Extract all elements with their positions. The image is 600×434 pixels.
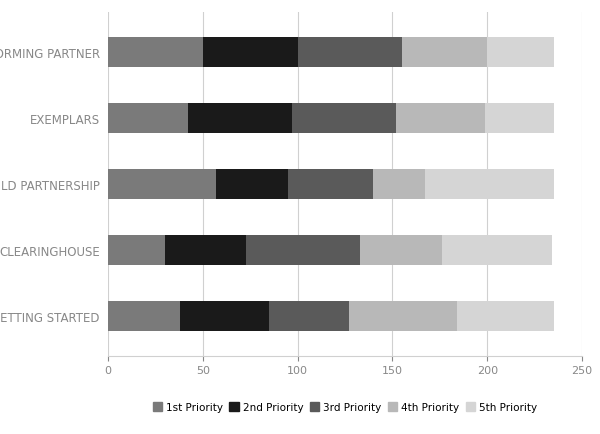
Bar <box>216 170 288 199</box>
Bar <box>487 38 554 67</box>
Bar <box>298 38 402 67</box>
Bar <box>180 302 269 331</box>
Bar <box>247 236 360 265</box>
Bar <box>360 236 442 265</box>
Legend: 1st Priority, 2nd Priority, 3rd Priority, 4th Priority, 5th Priority: 1st Priority, 2nd Priority, 3rd Priority… <box>152 402 538 412</box>
Bar <box>108 38 203 67</box>
Bar <box>292 104 396 133</box>
Bar <box>269 302 349 331</box>
Bar <box>396 104 485 133</box>
Bar <box>457 302 554 331</box>
Bar <box>425 170 554 199</box>
Bar <box>402 38 487 67</box>
Bar <box>442 236 551 265</box>
Bar <box>485 104 554 133</box>
Bar <box>108 302 180 331</box>
Bar <box>349 302 457 331</box>
Bar <box>108 170 216 199</box>
Bar <box>108 236 165 265</box>
Bar <box>373 170 425 199</box>
Bar <box>108 104 188 133</box>
Bar <box>288 170 373 199</box>
Bar <box>188 104 292 133</box>
Bar <box>165 236 247 265</box>
Bar <box>203 38 298 67</box>
